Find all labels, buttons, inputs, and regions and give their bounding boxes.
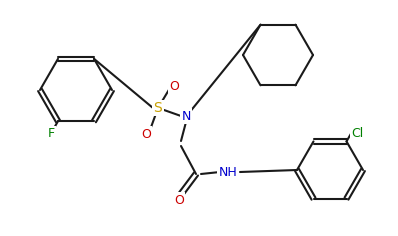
Text: Cl: Cl xyxy=(351,127,364,140)
Text: NH: NH xyxy=(219,165,237,178)
Text: O: O xyxy=(169,80,179,93)
Text: N: N xyxy=(181,110,191,122)
Text: S: S xyxy=(154,101,162,115)
Text: O: O xyxy=(141,127,151,140)
Text: O: O xyxy=(174,194,184,206)
Text: F: F xyxy=(47,127,55,140)
